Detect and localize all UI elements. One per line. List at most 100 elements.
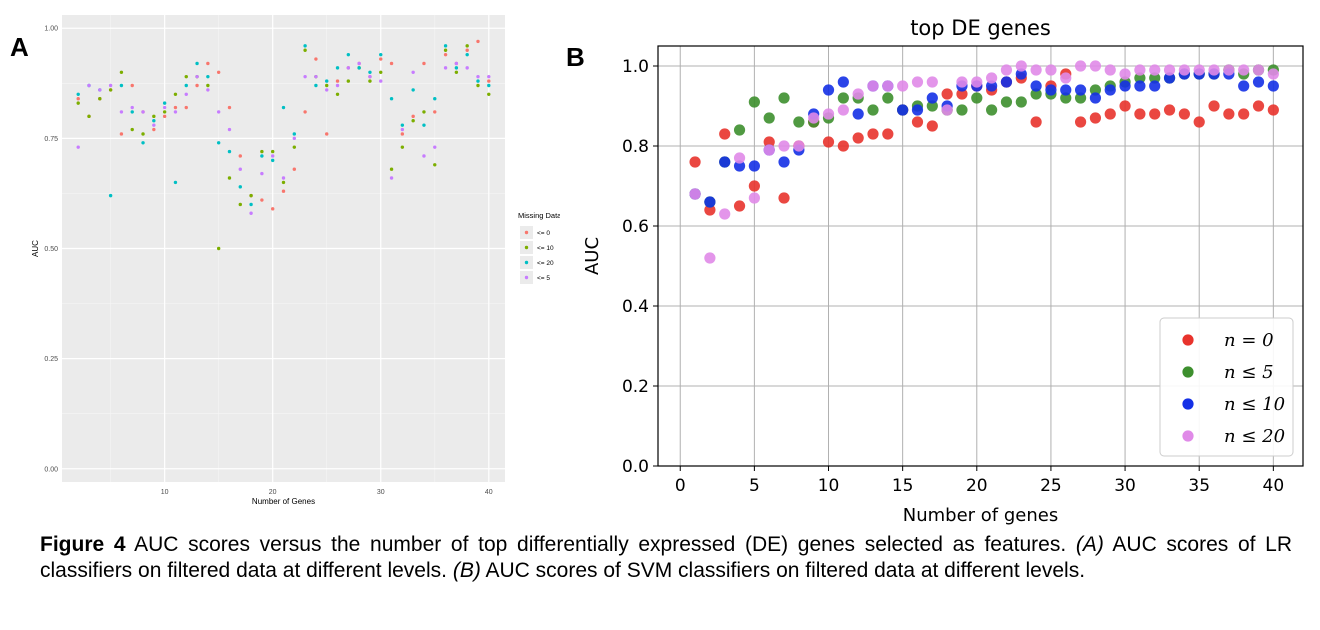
y-tick-label: 0.50 [44, 246, 58, 253]
data-point-a-s2 [130, 110, 134, 114]
data-point-b-s0 [778, 192, 790, 204]
data-point-b-s3 [748, 192, 760, 204]
data-point-a-s3 [400, 127, 405, 132]
data-point-b-s1 [1089, 84, 1102, 96]
data-point-b-s3 [1134, 64, 1146, 76]
data-point-a-s2 [368, 70, 372, 74]
data-point-a-s2 [216, 141, 221, 145]
data-point-a-s3 [98, 88, 102, 92]
data-point-a-s2 [292, 132, 297, 136]
y-axis-title-a: AUC [31, 240, 40, 257]
data-point-a-s0 [389, 61, 394, 66]
x-tick-label: 30 [377, 489, 385, 496]
data-point-a-s3 [162, 105, 167, 110]
data-point-b-s3 [941, 104, 953, 116]
caption-tag-a: (A) [1075, 533, 1104, 556]
data-point-b-s1 [956, 104, 968, 116]
data-point-a-s1 [260, 149, 264, 154]
data-point-b-s2 [822, 84, 835, 96]
data-point-a-s0 [152, 127, 156, 132]
data-point-a-s2 [108, 193, 113, 198]
data-point-b-s3 [778, 140, 790, 152]
data-point-b-s1 [867, 104, 879, 116]
data-point-a-s2 [76, 92, 80, 97]
data-point-a-s3 [281, 176, 286, 180]
data-point-b-s3 [1163, 64, 1176, 76]
data-point-a-s2 [411, 88, 415, 92]
data-point-a-s3 [389, 176, 394, 180]
data-point-a-s1 [98, 97, 102, 101]
x-tick-label: 35 [1188, 476, 1210, 496]
data-point-b-s0 [1267, 104, 1279, 116]
data-point-a-s3 [206, 88, 210, 92]
data-point-a-s2 [281, 105, 286, 110]
x-tick-label: 30 [1114, 476, 1136, 496]
data-point-b-s0 [1149, 108, 1161, 120]
data-point-b-s0 [763, 136, 775, 148]
data-point-b-s2 [778, 156, 790, 168]
data-point-b-s3 [1045, 64, 1057, 76]
data-point-b-s3 [689, 188, 701, 200]
data-point-a-s2 [238, 185, 242, 189]
data-point-a-s3 [411, 70, 415, 74]
data-point-a-s3 [379, 79, 383, 83]
data-point-a-s0 [119, 132, 124, 136]
data-point-b-s2 [911, 104, 924, 116]
data-point-b-s1 [986, 104, 998, 116]
data-point-b-s0 [1223, 108, 1235, 120]
data-point-b-s0 [1119, 100, 1131, 112]
data-point-b-s3 [1000, 64, 1013, 76]
data-point-b-s3 [911, 76, 924, 88]
data-point-b-s3 [1223, 64, 1235, 76]
data-point-a-s0 [411, 114, 415, 119]
data-point-b-s0 [1030, 116, 1042, 128]
data-point-a-s2 [465, 52, 469, 57]
data-point-a-s2 [389, 97, 394, 101]
data-point-b-s3 [808, 112, 820, 124]
data-point-a-s2 [152, 119, 156, 123]
data-point-b-s1 [837, 92, 849, 104]
data-point-a-s3 [76, 145, 80, 149]
data-point-b-s0 [1089, 112, 1102, 124]
data-point-a-s2 [227, 149, 232, 154]
data-point-a-s1 [206, 83, 210, 88]
x-tick-label: 20 [966, 476, 988, 496]
data-point-b-s1 [926, 100, 938, 112]
data-point-a-s1 [454, 70, 459, 74]
legend-label-b: n ≤ 5 [1224, 362, 1274, 383]
data-point-a-s1 [465, 44, 469, 48]
legend-label-a: <= 20 [537, 260, 554, 267]
data-point-a-s1 [76, 101, 80, 105]
data-point-b-s0 [1163, 104, 1176, 116]
data-point-b-s2 [852, 108, 864, 120]
data-point-a-s3 [260, 171, 264, 176]
data-point-b-s2 [1238, 80, 1250, 92]
data-point-a-s3 [292, 136, 297, 141]
data-point-a-s3 [173, 110, 178, 114]
data-point-a-s1 [162, 110, 167, 114]
chart-a: 0.00 0.25 0.50 0.75 1.00 10 20 30 40 Number of Ge… [31, 15, 560, 506]
data-point-a-s3 [119, 110, 124, 114]
data-point-b-s1 [793, 116, 805, 128]
data-point-b-s3 [1193, 64, 1205, 76]
data-point-a-s0 [238, 154, 242, 158]
caption-tag-b: (B) [452, 559, 481, 582]
data-point-b-s3 [1208, 64, 1220, 76]
data-point-b-s0 [1104, 108, 1116, 120]
data-point-b-s2 [986, 80, 998, 92]
data-point-b-s0 [733, 200, 746, 212]
data-point-a-s0 [476, 39, 480, 44]
y-tick-label: 0.8 [622, 137, 649, 157]
data-point-b-s0 [941, 88, 953, 100]
data-point-a-s2 [162, 101, 167, 105]
data-point-a-s0 [195, 83, 199, 88]
data-point-b-s2 [1000, 76, 1013, 88]
caption-sentence-2: AUC scores of LR classifiers on filtered… [40, 533, 1293, 582]
legend-b: n = 0 n ≤ 5 n ≤ 10 n ≤ 20 [1159, 317, 1294, 457]
data-point-a-s1 [87, 114, 91, 119]
data-point-b-s1 [733, 124, 746, 136]
legend-label-a: <= 10 [537, 245, 554, 252]
data-point-a-s3 [184, 92, 188, 97]
data-point-b-s2 [748, 160, 760, 172]
data-point-a-s0 [281, 189, 286, 193]
